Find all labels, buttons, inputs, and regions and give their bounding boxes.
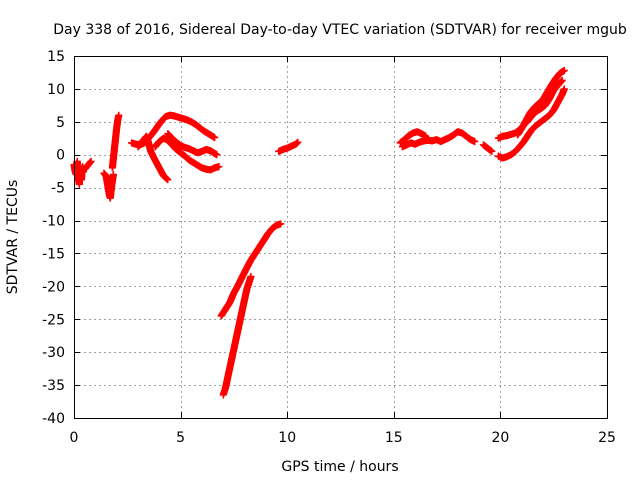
x-tick-label: 15 (385, 430, 403, 446)
plot-frame (74, 56, 608, 419)
data-point (471, 138, 479, 146)
y-tick-label: -15 (42, 246, 65, 262)
x-tick-label: 10 (278, 430, 296, 446)
data-point (560, 85, 568, 93)
data-point (294, 138, 302, 146)
y-tick-label: -25 (42, 312, 65, 328)
data-point (488, 147, 496, 155)
data-point (277, 220, 285, 228)
data-point (558, 76, 566, 84)
data-point (109, 170, 117, 178)
y-tick-label: -35 (42, 378, 65, 394)
x-axis-label: GPS time / hours (281, 459, 398, 475)
data-point (164, 176, 172, 184)
data-point (87, 157, 95, 165)
y-tick-label: -30 (42, 345, 65, 361)
data-point (211, 134, 219, 142)
y-tick-label: -20 (42, 279, 65, 295)
x-tick-label: 20 (491, 430, 509, 446)
y-tick-label: 15 (47, 49, 65, 65)
y-tick-label: 5 (56, 115, 65, 131)
x-tick-label: 5 (176, 430, 185, 446)
data-point (215, 163, 223, 171)
y-tick-label: -5 (51, 181, 65, 197)
data-point (115, 111, 123, 119)
grid-lines (74, 56, 607, 418)
y-tick-label: 0 (56, 148, 65, 164)
data-point (560, 66, 568, 74)
y-axis-label: SDTVAR / TECUs (5, 180, 21, 295)
x-tick-label: 0 (70, 430, 79, 446)
data-series (70, 66, 568, 399)
x-tick-label: 25 (598, 430, 616, 446)
data-point (247, 272, 255, 280)
axis-ticks: 0 5 10 15 20 25 -40 -35 -30 -25 -20 -15 -10 -5 0 5 10 15 (42, 49, 616, 446)
chart-title: Day 338 of 2016, Sidereal Day-to-day VTE… (53, 22, 627, 38)
y-tick-label: -10 (42, 214, 65, 230)
y-tick-label: 10 (47, 82, 65, 98)
data-point (213, 151, 221, 159)
y-tick-label: -40 (42, 411, 65, 427)
